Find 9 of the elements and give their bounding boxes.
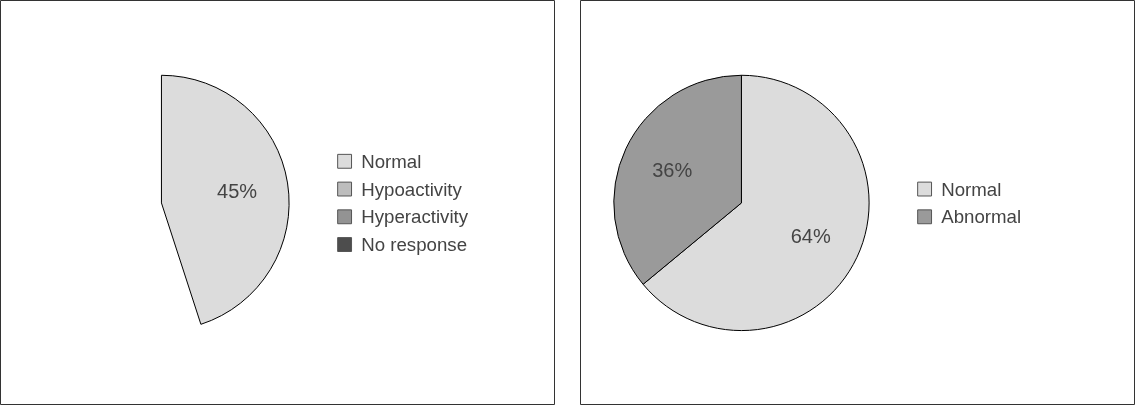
legend-label: Hypoactivity [361,178,463,200]
legend-label: Normal [361,150,422,172]
data-label: 36% [652,159,693,182]
legend-label: Abnormal [941,206,1022,228]
legend-label: No response [361,234,468,256]
data-label: 64% [790,224,831,247]
legend-label: Normal [941,178,1002,200]
data-label: 45% [217,179,258,202]
legend-label: Hyperactivity [361,206,469,228]
